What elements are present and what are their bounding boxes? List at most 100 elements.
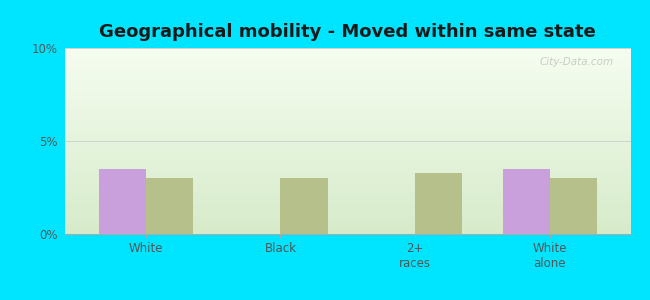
Bar — [65, 78, 630, 80]
Bar — [65, 158, 630, 160]
Bar — [65, 204, 630, 206]
Bar — [65, 171, 630, 172]
Bar — [65, 48, 630, 50]
Bar — [65, 214, 630, 215]
Bar — [65, 188, 630, 189]
Bar — [65, 160, 630, 161]
Bar — [65, 230, 630, 232]
Bar — [65, 147, 630, 148]
Bar — [65, 180, 630, 182]
Bar — [65, 130, 630, 132]
Bar — [65, 152, 630, 154]
Bar — [65, 124, 630, 126]
Bar — [65, 70, 630, 72]
Bar — [550, 178, 597, 234]
Bar — [65, 226, 630, 228]
Bar — [65, 184, 630, 186]
Bar — [65, 141, 630, 143]
Bar — [65, 93, 630, 94]
Bar — [65, 72, 630, 74]
Bar — [65, 61, 630, 63]
Bar — [65, 154, 630, 156]
Bar — [65, 139, 630, 141]
Bar — [65, 186, 630, 188]
Bar — [65, 80, 630, 82]
Text: City-Data.com: City-Data.com — [540, 57, 614, 67]
Bar — [65, 156, 630, 158]
Bar — [65, 167, 630, 169]
Bar — [65, 215, 630, 217]
Bar — [65, 134, 630, 135]
Bar — [65, 137, 630, 139]
Bar — [65, 145, 630, 147]
Bar — [65, 96, 630, 98]
Bar — [65, 219, 630, 221]
Bar — [65, 128, 630, 130]
Bar — [65, 172, 630, 175]
Bar — [65, 115, 630, 117]
Bar — [65, 169, 630, 171]
Bar — [65, 59, 630, 61]
Bar — [415, 172, 462, 234]
Bar — [65, 232, 630, 234]
Bar — [65, 100, 630, 102]
Bar — [65, 74, 630, 76]
Bar — [65, 63, 630, 65]
Bar — [65, 199, 630, 200]
Bar — [65, 197, 630, 199]
Bar — [65, 106, 630, 107]
Bar — [502, 169, 550, 234]
Bar — [65, 107, 630, 110]
Bar — [65, 206, 630, 208]
Bar — [65, 135, 630, 137]
Bar — [65, 208, 630, 210]
Bar — [65, 50, 630, 52]
Bar — [65, 150, 630, 152]
Bar — [65, 126, 630, 128]
Bar — [65, 202, 630, 204]
Bar — [65, 165, 630, 167]
Bar — [65, 111, 630, 113]
Bar — [65, 182, 630, 184]
Bar — [65, 176, 630, 178]
Bar — [65, 89, 630, 91]
Bar — [65, 212, 630, 214]
Bar — [65, 200, 630, 202]
Bar — [65, 67, 630, 68]
Bar — [65, 217, 630, 219]
Bar — [65, 91, 630, 93]
Bar — [65, 148, 630, 150]
Bar — [65, 121, 630, 122]
Bar — [65, 225, 630, 226]
Bar — [65, 56, 630, 57]
Bar — [146, 178, 193, 234]
Bar — [65, 98, 630, 100]
Bar — [65, 210, 630, 212]
Bar — [65, 83, 630, 85]
Bar — [65, 189, 630, 191]
Bar — [65, 119, 630, 121]
Bar — [65, 163, 630, 165]
Bar — [65, 110, 630, 111]
Bar — [65, 94, 630, 96]
Bar — [65, 195, 630, 197]
Bar — [65, 76, 630, 78]
Bar — [65, 85, 630, 87]
Bar — [65, 65, 630, 67]
Bar — [65, 175, 630, 176]
Bar — [65, 143, 630, 145]
Bar — [65, 104, 630, 106]
Bar — [65, 178, 630, 180]
Bar — [65, 102, 630, 104]
Bar — [99, 169, 146, 234]
Bar — [65, 68, 630, 70]
Bar — [65, 223, 630, 225]
Bar — [65, 52, 630, 54]
Bar — [65, 122, 630, 124]
Bar — [65, 191, 630, 193]
Bar — [65, 117, 630, 119]
Bar — [65, 113, 630, 115]
Bar — [65, 221, 630, 223]
Bar — [65, 57, 630, 59]
Bar — [65, 161, 630, 163]
